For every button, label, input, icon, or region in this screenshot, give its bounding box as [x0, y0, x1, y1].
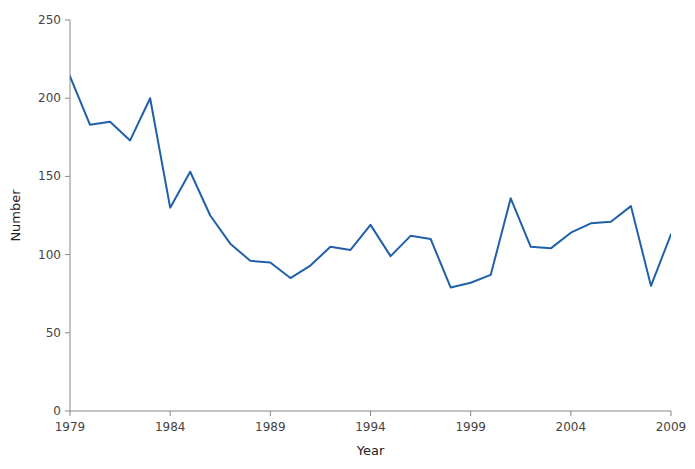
x-tick: [370, 411, 371, 416]
y-axis-label: Number: [8, 189, 23, 242]
x-tick: [671, 411, 672, 416]
x-tick: [570, 411, 571, 416]
data-line: [70, 76, 671, 287]
x-axis-label: Year: [356, 443, 385, 458]
x-tick: [170, 411, 171, 416]
y-tick: [65, 254, 70, 255]
x-tick: [470, 411, 471, 416]
x-tick-label: 2009: [656, 420, 687, 434]
y-tick-label: 0: [53, 404, 61, 418]
y-tick-label: 100: [38, 248, 61, 262]
x-tick-label: 1994: [355, 420, 386, 434]
x-tick: [70, 411, 71, 416]
axes: 1979 1984 1989 1994 1999 2004 2009 0 50 100 150 200…: [38, 13, 686, 434]
x-tick-label: 2004: [556, 420, 587, 434]
chart-container: 1979 1984 1989 1994 1999 2004 2009 0 50 100 150 200…: [0, 0, 695, 469]
y-tick-label: 200: [38, 91, 61, 105]
chart-svg: 1979 1984 1989 1994 1999 2004 2009 0 50 100 150 200…: [0, 0, 695, 469]
x-tick: [270, 411, 271, 416]
plot-area: [70, 76, 671, 287]
x-tick-label: 1999: [455, 420, 486, 434]
x-tick-label: 1989: [255, 420, 286, 434]
y-tick: [65, 20, 70, 21]
y-tick-label: 250: [38, 13, 61, 27]
y-tick: [65, 176, 70, 177]
x-tick-label: 1984: [155, 420, 186, 434]
y-tick-label: 50: [46, 326, 61, 340]
y-tick-label: 150: [38, 169, 61, 183]
y-tick: [65, 332, 70, 333]
y-tick: [65, 98, 70, 99]
x-tick-label: 1979: [55, 420, 86, 434]
y-tick: [65, 411, 70, 412]
